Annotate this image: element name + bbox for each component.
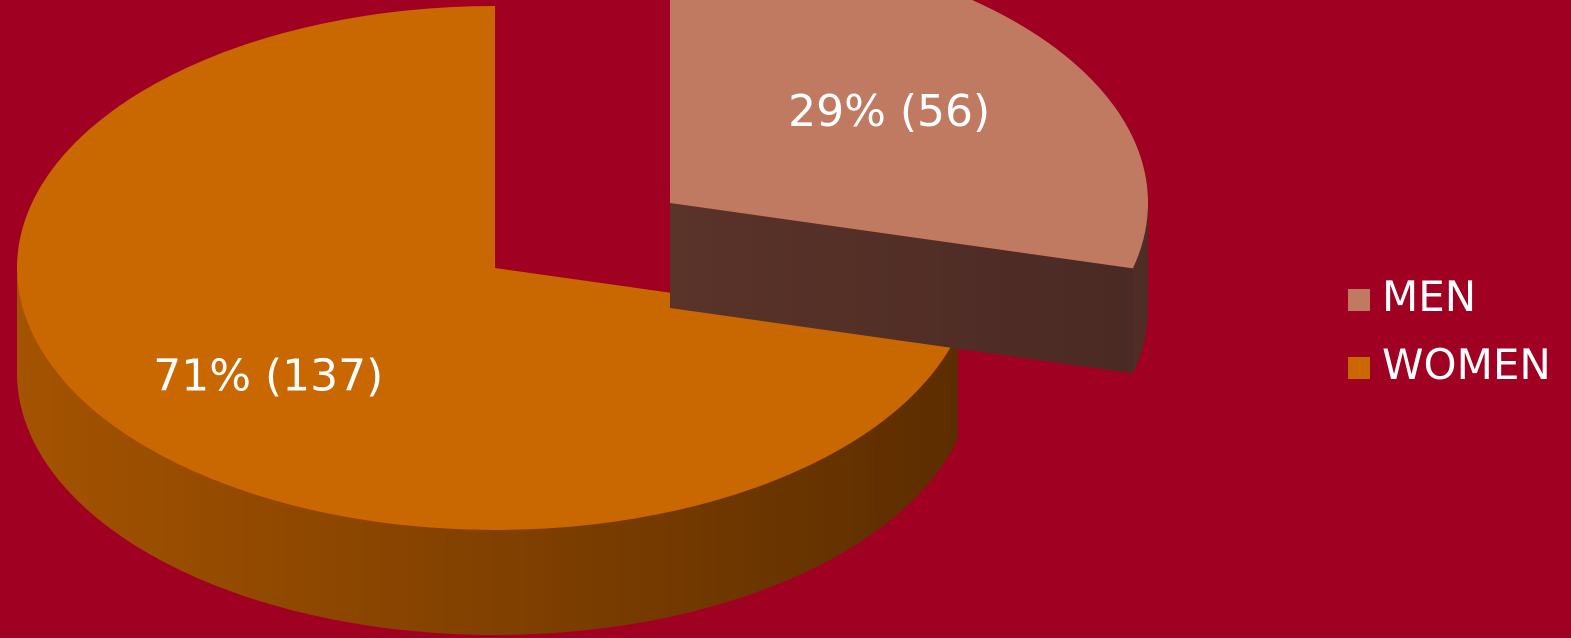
slice-side-men: [670, 203, 1133, 374]
slice-top-men: [670, 0, 1148, 269]
pie-slices: [16, 0, 1148, 635]
slice-side-women: [17, 268, 958, 635]
data-label-women: 71% (137): [153, 350, 383, 401]
slice-men: [670, 0, 1148, 374]
legend-item-women: WOMEN: [1348, 340, 1551, 389]
legend-label-women: WOMEN: [1382, 340, 1551, 389]
slice-outer-side-men: [1132, 203, 1148, 374]
legend-swatch-men: [1348, 289, 1370, 311]
data-label-men: 29% (56): [788, 86, 990, 137]
legend-label-men: MEN: [1382, 272, 1476, 321]
slice-top-women: [16, 6, 958, 530]
data-labels: 71% (137) 29% (56): [153, 86, 990, 401]
legend-item-men: MEN: [1348, 272, 1476, 321]
legend-swatch-women: [1348, 357, 1370, 379]
slice-women: [16, 6, 958, 635]
legend: MEN WOMEN: [1348, 272, 1551, 389]
